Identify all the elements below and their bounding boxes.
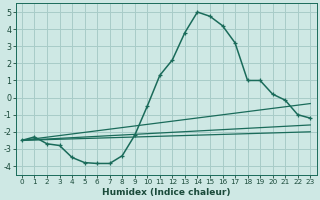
X-axis label: Humidex (Indice chaleur): Humidex (Indice chaleur) (102, 188, 230, 197)
